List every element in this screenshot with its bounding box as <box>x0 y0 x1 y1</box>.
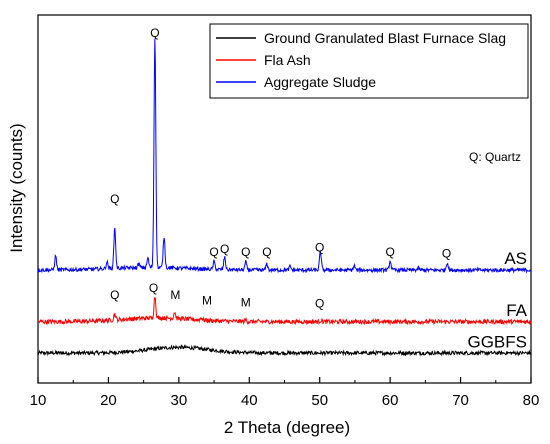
x-tick-label: 30 <box>171 392 188 409</box>
peak-label: Q <box>209 245 218 259</box>
peak-label: Q <box>315 240 324 254</box>
series-line-as <box>37 38 532 274</box>
peak-label: M <box>170 288 180 302</box>
legend: Ground Granulated Blast Furnace Slag Fla … <box>209 23 529 99</box>
x-tick-label: 60 <box>382 392 399 409</box>
series-layer <box>37 38 532 357</box>
series-line-ggbfs <box>37 344 532 357</box>
x-axis-title: 2 Theta (degree) <box>224 418 350 437</box>
x-tick-label: 80 <box>523 392 540 409</box>
legend-label-fa: Fla Ash <box>264 52 311 68</box>
peak-label: Q <box>220 242 229 256</box>
x-tick-label: 70 <box>452 392 469 409</box>
peak-label: Q <box>442 247 451 261</box>
x-tick-label: 50 <box>311 392 328 409</box>
peak-label: M <box>202 293 212 307</box>
series-tag-fa: FA <box>506 301 527 320</box>
quartz-note: Q: Quartz <box>469 150 521 164</box>
x-tick-label: 10 <box>30 392 47 409</box>
x-axis-ticks: 10 20 30 40 50 60 70 80 <box>30 377 540 409</box>
series-tag-ggbfs: GGBFS <box>467 332 527 351</box>
peak-label: M <box>241 296 251 310</box>
peak-label: Q <box>262 245 271 259</box>
peak-label: Q <box>110 288 119 302</box>
legend-label-as: Aggregate Sludge <box>264 74 376 90</box>
series-line-fa <box>37 296 532 326</box>
peak-label: Q <box>149 281 158 295</box>
peak-label: Q <box>110 192 119 206</box>
peak-label: Q <box>150 26 159 40</box>
series-tags: GGBFS FA AS <box>467 249 527 352</box>
peak-label: Q <box>315 297 324 311</box>
legend-box <box>209 23 529 99</box>
x-tick-label: 40 <box>241 392 258 409</box>
x-tick-label: 20 <box>100 392 117 409</box>
y-axis-title: Intensity (counts) <box>7 123 26 252</box>
peak-label: Q <box>241 245 250 259</box>
series-tag-as: AS <box>504 249 527 268</box>
peak-label: Q <box>385 245 394 259</box>
legend-label-ggbfs: Ground Granulated Blast Furnace Slag <box>264 30 506 46</box>
